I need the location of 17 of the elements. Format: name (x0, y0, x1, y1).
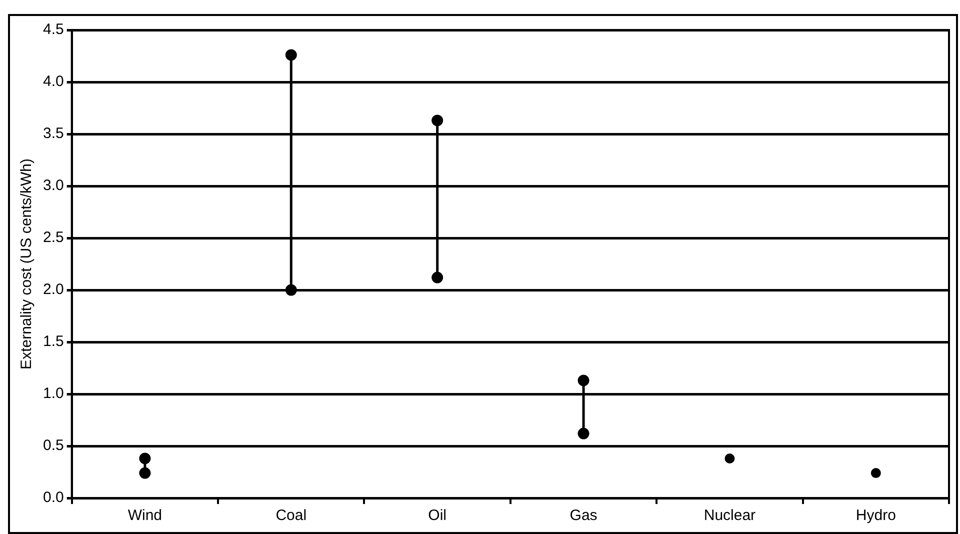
x-tick-label: Gas (570, 507, 598, 524)
y-tick-label: 2.0 (42, 281, 64, 298)
y-tick-label: 3.5 (42, 125, 64, 142)
x-tick-label: Coal (276, 507, 307, 524)
y-tick-label: 4.5 (42, 21, 64, 38)
x-tick-label: Oil (428, 507, 446, 524)
y-tick-label: 2.5 (42, 229, 64, 246)
y-tick-label: 1.5 (42, 333, 64, 350)
x-tick-label: Hydro (856, 507, 896, 524)
y-tick-label: 0.5 (42, 437, 64, 454)
y-tick-label: 4.0 (42, 73, 64, 90)
x-tick-label: Nuclear (704, 507, 756, 524)
x-tick-label: Wind (128, 507, 162, 524)
y-axis-title: Externality cost (US cents/kWh) (18, 158, 36, 370)
y-tick-label: 3.0 (42, 177, 64, 194)
y-tick-label: 0.0 (42, 489, 64, 506)
y-tick-label: 1.0 (42, 385, 64, 402)
